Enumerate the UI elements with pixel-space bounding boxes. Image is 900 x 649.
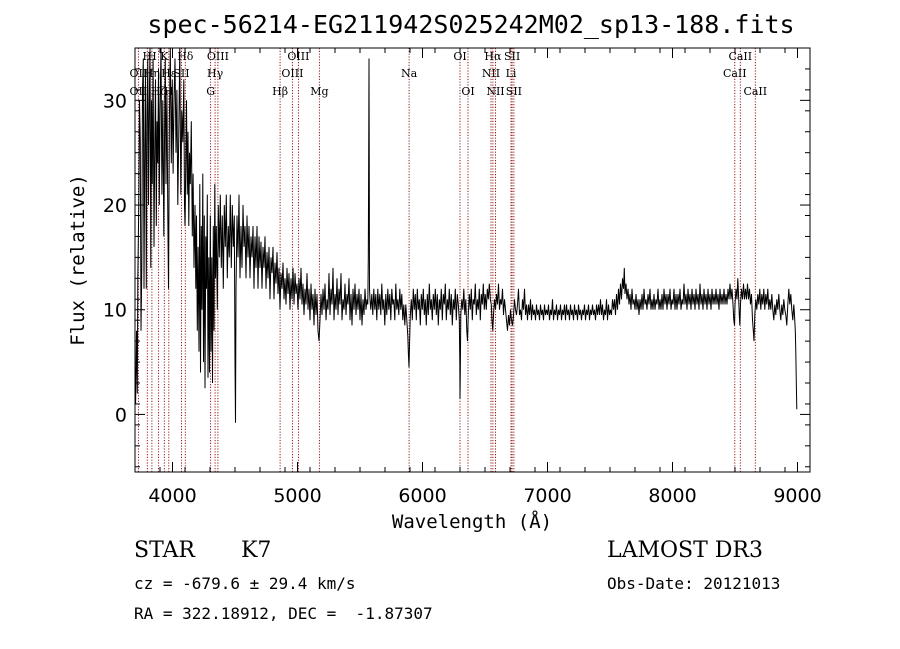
spectral-line-label: NII: [486, 85, 504, 98]
obs-date-text: Obs-Date: 20121013: [607, 574, 781, 593]
redshift-text: cz = -679.6 ± 29.4 km/s: [134, 574, 356, 593]
spectral-line-label: Li: [506, 67, 517, 80]
y-tick-label: 10: [103, 300, 127, 322]
spectral-line-label: Hζ: [151, 85, 167, 98]
spectral-line-label: Hα: [484, 50, 502, 63]
plot-frame: [134, 47, 811, 473]
spectral-line-label: CaII: [723, 67, 747, 80]
x-tick-label: 8000: [648, 485, 696, 507]
spectral-line-label: H: [143, 50, 153, 63]
survey-name: LAMOST DR3: [607, 538, 763, 563]
object-class: STAR: [134, 538, 195, 563]
spectral-line-label: Hβ: [272, 85, 288, 98]
spectral-line-label: Na: [401, 67, 418, 80]
x-tick-label: 7000: [523, 485, 571, 507]
axis-ticks: 4000 5000 6000 7000 8000 9000 0 10 20 30: [103, 47, 822, 507]
spectral-line-label: OII: [130, 67, 148, 80]
y-tick-label: 20: [103, 195, 127, 217]
y-axis-label: Flux (relative): [67, 174, 89, 346]
spectral-line-label: G: [206, 85, 215, 98]
spectral-line-label: Mg: [310, 85, 328, 98]
spectral-line-label: CaII: [743, 85, 767, 98]
x-tick-label: 9000: [773, 485, 821, 507]
spectral-line-label: K: [160, 50, 169, 63]
y-tick-label: 0: [115, 404, 127, 426]
spectral-line-label: OIII: [207, 50, 229, 63]
coordinates-text: RA = 322.18912, DEC = -1.87307: [134, 604, 433, 623]
x-tick-label: 4000: [148, 485, 196, 507]
spectral-line-markers: [137, 48, 756, 472]
chart-title: spec-56214-EG211942S025242M02_sp13-188.f…: [147, 10, 794, 39]
object-subclass: K7: [241, 538, 272, 563]
y-tick-label: 30: [103, 90, 127, 112]
spectral-line-label: Hη: [144, 67, 160, 80]
spectral-line-label: SII: [506, 85, 522, 98]
x-axis-label: Wavelength (Å): [392, 510, 552, 533]
x-tick-label: 5000: [273, 485, 321, 507]
x-tick-label: 6000: [398, 485, 446, 507]
spectral-line-label: SII: [173, 67, 189, 80]
spectral-line-label: Hε: [161, 67, 177, 80]
spectral-line-label: OII: [130, 85, 148, 98]
spectral-line-label: H: [147, 50, 157, 63]
spectrum-series: [134, 47, 798, 423]
spectral-line-label: OIII: [281, 67, 303, 80]
spectrum-line: [134, 47, 798, 423]
spectral-line-label: CaII: [728, 50, 752, 63]
spectral-line-label: H: [164, 85, 174, 98]
spectral-line-label: Hδ: [177, 50, 194, 63]
spectral-line-label: OIII: [287, 50, 309, 63]
spectral-line-label: SII: [504, 50, 520, 63]
spectral-line-label: Hγ: [207, 67, 224, 80]
spectral-line-label: OI: [453, 50, 466, 63]
spectral-line-label: NII: [482, 67, 500, 80]
spectral-line-label: OI: [461, 85, 474, 98]
